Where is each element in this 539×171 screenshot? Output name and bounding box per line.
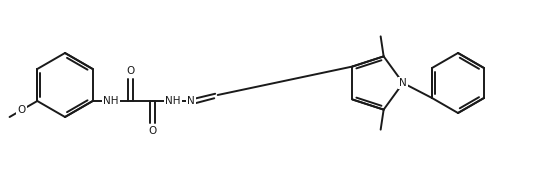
Text: NH: NH xyxy=(165,96,181,106)
Text: O: O xyxy=(18,105,26,115)
Text: N: N xyxy=(187,96,195,106)
Text: O: O xyxy=(149,126,157,136)
Text: O: O xyxy=(127,66,135,76)
Text: NH: NH xyxy=(103,96,119,106)
Text: N: N xyxy=(399,78,407,88)
